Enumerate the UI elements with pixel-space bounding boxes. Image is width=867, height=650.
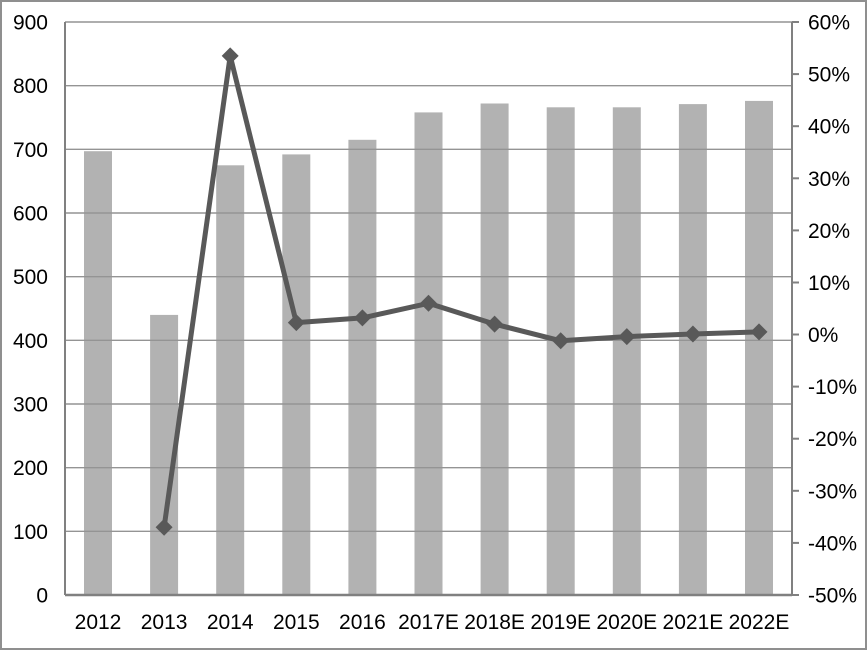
gridlines-group <box>65 21 792 532</box>
line-marker-diamond <box>353 309 371 327</box>
left-axis-tick-label: 500 <box>13 266 48 289</box>
bar <box>745 100 773 596</box>
line-marker-diamond <box>552 332 570 350</box>
right-axis-tick-label: 0% <box>808 324 838 347</box>
line-marker-diamond <box>221 47 239 65</box>
right-axis-tick-label: 10% <box>808 272 850 295</box>
bar <box>480 103 509 595</box>
right-axis-tick-label: -20% <box>808 428 857 451</box>
x-axis-category-label: 2021E <box>663 611 724 634</box>
bar <box>612 107 641 596</box>
axes-group <box>64 21 799 597</box>
right-axis-tick-label: -30% <box>808 480 857 503</box>
right-axis-tick-label: 50% <box>808 64 850 87</box>
right-axis-tick-label: 20% <box>808 220 850 243</box>
x-axis-category-label: 2017E <box>398 611 459 634</box>
x-axis-category-label: 2014 <box>207 611 254 634</box>
line-marker-diamond <box>750 323 768 341</box>
x-axis-category-label: 2015 <box>273 611 320 634</box>
bar <box>546 107 575 596</box>
left-axis-tick-label: 0 <box>36 585 48 608</box>
line-marker-diamond <box>486 315 504 333</box>
x-axis-category-label: 2019E <box>530 611 591 634</box>
right-axis-tick-label: -40% <box>808 532 857 555</box>
right-axis-tick-label: -10% <box>808 376 857 399</box>
right-axis-tick-label: -50% <box>808 585 857 608</box>
line-marker-diamond <box>420 294 437 312</box>
left-axis-tick-label: 300 <box>13 394 48 417</box>
left-axis-tick-label: 100 <box>13 521 48 544</box>
line-marker-diamond <box>618 328 636 346</box>
line-marker-diamond <box>287 314 305 332</box>
left-axis-tick-label: 400 <box>13 330 48 353</box>
bar <box>216 165 245 596</box>
line-marker-diamond <box>684 325 702 343</box>
right-axis-tick-label: 30% <box>808 168 850 191</box>
right-axis-tick-label: 40% <box>808 116 850 139</box>
left-axis-tick-label: 900 <box>13 12 48 35</box>
bars-group <box>84 100 773 596</box>
x-axis-category-label: 2016 <box>339 611 386 634</box>
bar <box>678 104 707 595</box>
right-axis-tick-label: 60% <box>808 12 850 35</box>
bar <box>84 151 112 595</box>
line-marker-diamond <box>155 518 173 536</box>
bar <box>348 139 377 596</box>
x-axis-category-label: 2022E <box>729 611 790 634</box>
line-series-group <box>155 47 768 536</box>
left-axis-tick-label: 700 <box>13 139 48 162</box>
bar <box>282 154 311 595</box>
left-axis-tick-label: 800 <box>13 75 48 98</box>
x-axis-category-label: 2012 <box>75 611 122 634</box>
x-axis-category-label: 2020E <box>596 611 657 634</box>
axis-labels-group: 900 800 700 600 500 400 300 200 100 0 60% 50% 40% 30%… <box>13 12 857 635</box>
bar <box>414 112 443 596</box>
left-axis-tick-label: 600 <box>13 203 48 226</box>
left-axis-tick-label: 200 <box>13 457 48 480</box>
x-axis-category-label: 2013 <box>141 611 188 634</box>
growth-line <box>161 53 762 530</box>
x-axis-category-label: 2018E <box>464 611 525 634</box>
